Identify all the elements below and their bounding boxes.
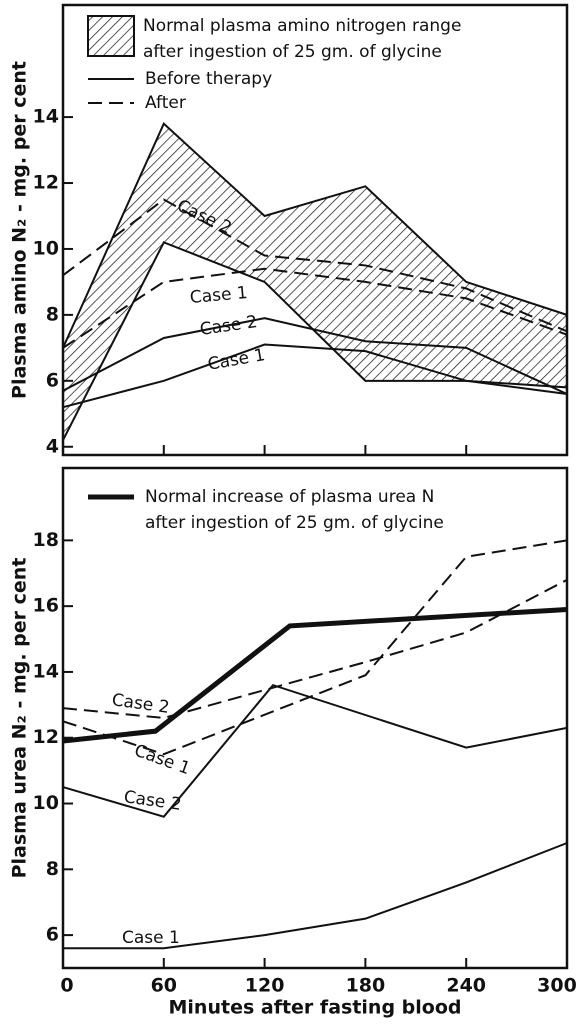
x-axis-label: Minutes after fasting blood bbox=[169, 997, 462, 1019]
legend-label: after ingestion of 25 gm. of glycine bbox=[145, 513, 444, 533]
series-line bbox=[62, 539, 568, 756]
plot-frame bbox=[61, 3, 569, 457]
legend-label: after ingestion of 25 gm. of glycine bbox=[143, 42, 442, 62]
series-annotation: Case 2 bbox=[123, 787, 183, 815]
series-line bbox=[62, 343, 568, 409]
legend-label: Before therapy bbox=[145, 69, 272, 89]
plot-frame bbox=[61, 466, 569, 970]
y-tick-label: 12 bbox=[33, 172, 59, 194]
y-tick-label: 14 bbox=[33, 106, 59, 128]
series-line bbox=[62, 317, 568, 395]
y-tick-label: 16 bbox=[33, 595, 59, 617]
y-axis-label: Plasma amino N₂ - mg. per cent bbox=[9, 61, 31, 399]
x-tick-label: 240 bbox=[446, 975, 486, 997]
series-annotation: Case 1 bbox=[122, 928, 180, 948]
y-tick-label: 18 bbox=[33, 529, 59, 551]
y-tick-label: 8 bbox=[46, 303, 59, 325]
y-tick-label: 6 bbox=[46, 924, 59, 946]
y-tick-label: 6 bbox=[46, 369, 59, 391]
x-tick-label: 0 bbox=[60, 975, 73, 997]
x-tick-label: 300 bbox=[537, 975, 577, 997]
y-tick-label: 14 bbox=[33, 660, 59, 682]
series-annotation: Case 2 bbox=[199, 312, 259, 340]
x-tick-label: 180 bbox=[346, 975, 386, 997]
legend-label: Normal plasma amino nitrogen range bbox=[143, 16, 461, 36]
y-tick-label: 10 bbox=[33, 792, 59, 814]
series-line bbox=[63, 842, 568, 950]
legend-label: After bbox=[145, 93, 186, 113]
legend-swatch-band bbox=[87, 15, 135, 57]
series-line bbox=[62, 267, 568, 349]
series-line bbox=[62, 578, 568, 720]
series-annotation: Case 1 bbox=[189, 283, 248, 308]
legend-label: Normal increase of plasma urea N bbox=[145, 487, 434, 507]
y-axis-label: Plasma urea N₂ - mg. per cent bbox=[9, 558, 31, 879]
x-tick-label: 60 bbox=[151, 975, 177, 997]
series-line bbox=[62, 198, 568, 333]
y-tick-label: 8 bbox=[46, 858, 59, 880]
normal-range-band bbox=[62, 122, 568, 441]
series-annotation: Case 1 bbox=[206, 345, 266, 375]
y-tick-label: 12 bbox=[33, 726, 59, 748]
y-tick-label: 4 bbox=[46, 435, 59, 457]
x-tick-label: 120 bbox=[245, 975, 285, 997]
y-tick-label: 10 bbox=[33, 237, 59, 259]
series-line bbox=[62, 683, 568, 818]
series-annotation: Case 2 bbox=[111, 690, 171, 718]
